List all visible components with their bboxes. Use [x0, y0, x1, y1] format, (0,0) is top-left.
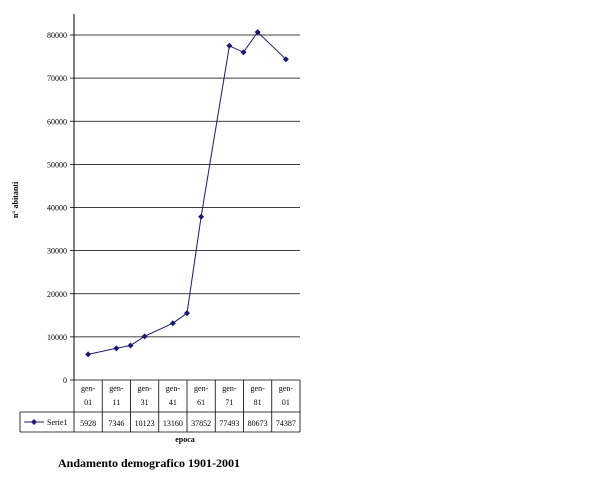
- x-category-label: gen-: [194, 384, 209, 393]
- x-category-label: gen-: [81, 384, 96, 393]
- y-tick-label: 10000: [47, 333, 67, 342]
- x-category-label: gen-: [109, 384, 124, 393]
- data-point-marker: [282, 56, 289, 63]
- x-category-label: 61: [197, 398, 205, 407]
- x-category-label: gen-: [279, 384, 294, 393]
- x-category-label: 01: [84, 398, 92, 407]
- data-point-marker: [240, 49, 247, 56]
- table-value-label: 10123: [135, 419, 155, 428]
- data-point-marker: [198, 213, 205, 220]
- x-category-label: 01: [282, 398, 290, 407]
- data-point-marker: [226, 42, 233, 49]
- gridlines: [74, 34, 300, 338]
- y-tick-label: 60000: [47, 117, 67, 126]
- data-point-marker: [184, 310, 190, 317]
- x-category-label: 71: [225, 398, 233, 407]
- table-value-label: 77493: [219, 419, 239, 428]
- x-category-label: gen-: [222, 384, 237, 393]
- x-category-label: 81: [254, 398, 262, 407]
- y-tick-label: 20000: [47, 290, 67, 299]
- data-point-marker: [127, 342, 134, 349]
- x-category-label: gen-: [166, 384, 181, 393]
- y-axis-title: n° abitanti: [11, 181, 20, 218]
- legend-marker: [31, 419, 37, 425]
- table-value-label: 74387: [276, 419, 296, 428]
- x-category-label: 31: [141, 398, 149, 407]
- y-tick-label: 40000: [47, 204, 67, 213]
- table-value-label: 7346: [108, 419, 124, 428]
- chart-title: Andamento demografico 1901-2001: [58, 456, 240, 470]
- y-tick-label: 50000: [47, 160, 67, 169]
- x-category-label: gen-: [138, 384, 153, 393]
- y-tick-labels: 0 10000 20000 30000 40000 50000 60000 70000 8000…: [47, 31, 67, 385]
- data-point-marker: [254, 29, 261, 36]
- y-tick-label: 80000: [47, 31, 67, 40]
- data-point-marker: [141, 333, 148, 340]
- series-line-layer: [85, 29, 289, 358]
- data-point-marker: [169, 320, 176, 327]
- data-point-marker: [113, 345, 120, 352]
- x-category-label: gen-: [251, 384, 266, 393]
- y-tick-label: 30000: [47, 247, 67, 256]
- x-axis-title: epoca: [175, 435, 195, 444]
- series-line: [87, 31, 287, 355]
- data-table: gen- 01 5928 gen- 11 7346 gen- 31 10123 gen- 41 131…: [19, 379, 301, 433]
- table-value-label: 80673: [248, 419, 268, 428]
- y-tick-label: 70000: [47, 74, 67, 83]
- x-category-label: 41: [169, 398, 177, 407]
- legend-series-name: Serie1: [47, 418, 67, 427]
- table-value-label: 13160: [163, 419, 183, 428]
- data-point-marker: [85, 351, 92, 358]
- table-value-label: 5928: [80, 419, 96, 428]
- table-value-label: 37852: [191, 419, 211, 428]
- x-category-label: 11: [113, 398, 121, 407]
- axes: [70, 14, 75, 381]
- y-tick-label: 0: [63, 376, 67, 385]
